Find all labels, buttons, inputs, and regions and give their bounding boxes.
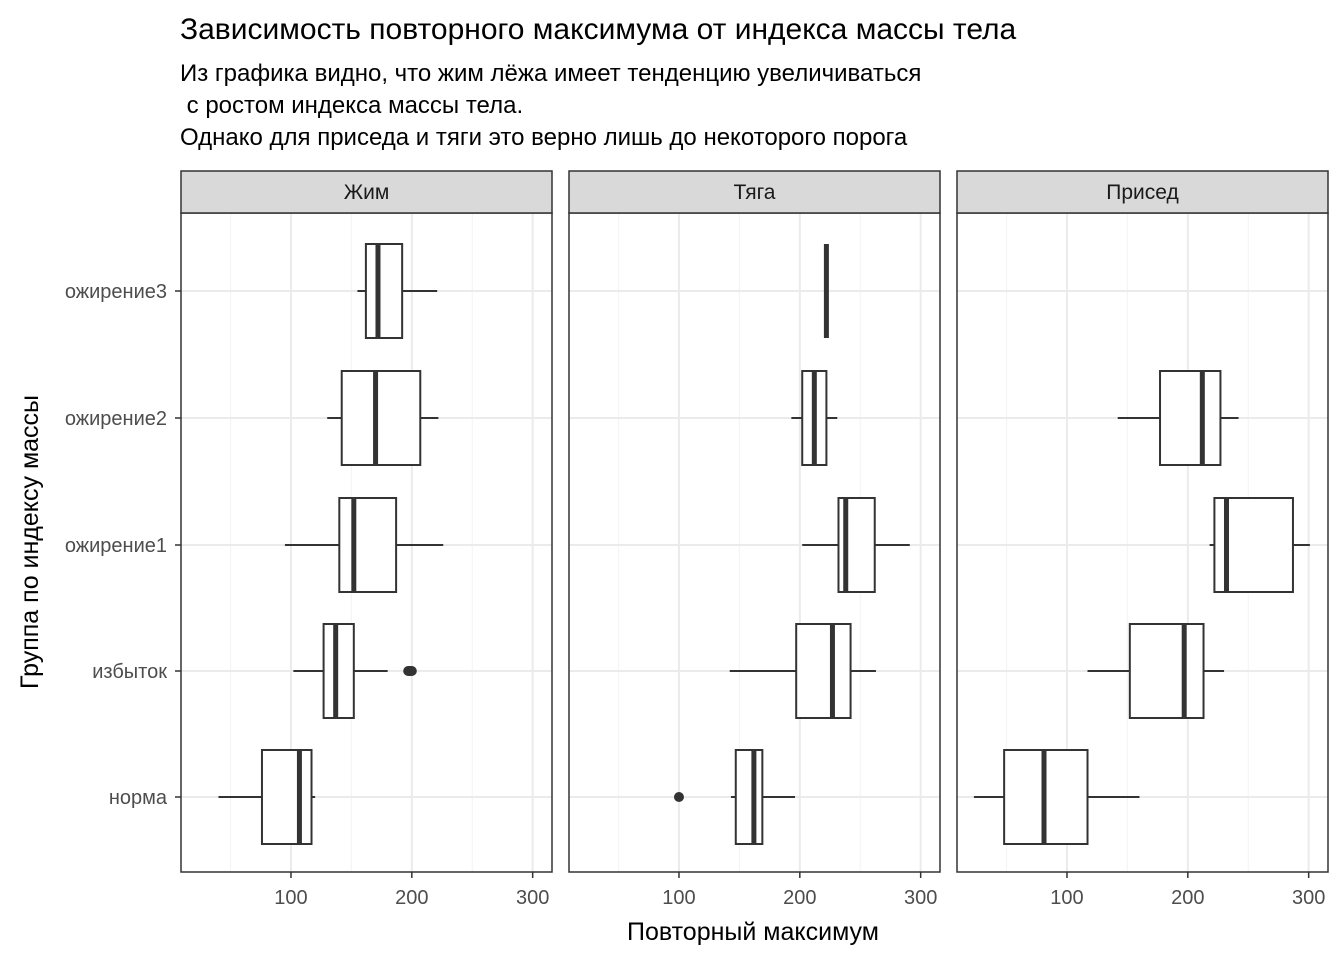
box-ожирение3 [357, 243, 438, 339]
chart-title: Зависимость повторного максимума от инде… [180, 13, 1017, 46]
box-норма [218, 749, 316, 845]
facet-strip [956, 170, 1329, 214]
box-iqr [364, 243, 404, 339]
x-tick-label: 100 [662, 887, 695, 909]
box-ожирение2 [791, 370, 838, 466]
box-iqr [338, 497, 398, 593]
facet-panel-1: Жим 100 200 300 [180, 170, 553, 909]
y-axis: норма избыток ожирение1 ожирение2 ожирение3 [65, 281, 181, 809]
box-ожирение2 [1117, 370, 1239, 466]
x-tick-label: 100 [1050, 887, 1083, 909]
box-iqr [1159, 370, 1222, 466]
box-избыток [729, 623, 876, 719]
box-iqr [1128, 623, 1205, 719]
box-ожирение1 [1209, 497, 1310, 593]
box-норма [673, 749, 795, 845]
box-iqr [322, 623, 355, 719]
x-tick-label: 100 [274, 887, 307, 909]
x-tick-label: 300 [516, 887, 549, 909]
y-tick-label: ожирение1 [65, 535, 167, 557]
chart-subtitle-line-1: Из графика видно, что жим лёжа имеет тен… [180, 60, 922, 87]
box-избыток [293, 623, 417, 719]
box-iqr [795, 623, 852, 719]
facet-panel-3: Присед 100 200 300 [956, 170, 1329, 909]
box-iqr [734, 749, 764, 845]
y-tick-label: избыток [92, 661, 167, 683]
box-ожирение1 [802, 497, 910, 593]
x-tick-label: 200 [783, 887, 816, 909]
facet-strip-label: Жим [344, 181, 390, 204]
x-tick-label: 200 [395, 887, 428, 909]
facet-strip [180, 170, 553, 214]
facet-strip-label: Тяга [734, 181, 776, 204]
facet-panel-2: Тяга 100 200 300 [568, 170, 941, 909]
outlier-point [406, 666, 417, 676]
y-axis-title: Группа по индексу массы [16, 395, 44, 689]
chart-subtitle-line-3: Однако для приседа и тяги это верно лишь… [180, 124, 908, 151]
box-ожирение2 [327, 370, 439, 466]
y-tick-label: норма [109, 787, 168, 809]
x-tick-label: 300 [904, 887, 937, 909]
y-tick-label: ожирение3 [65, 281, 167, 303]
facet-strip-label: Присед [1106, 181, 1178, 204]
y-tick-label: ожирение2 [65, 408, 167, 430]
outlier-point [673, 792, 684, 802]
box-избыток [1087, 623, 1225, 719]
box-норма [973, 749, 1140, 845]
x-tick-label: 300 [1292, 887, 1325, 909]
box-iqr [260, 749, 313, 845]
chart-subtitle-line-2: с ростом индекса массы тела. [180, 92, 524, 119]
x-axis-title: Повторный максимум [627, 918, 879, 946]
x-tick-label: 200 [1171, 887, 1204, 909]
box-iqr [340, 370, 422, 466]
facet-strip [568, 170, 941, 214]
box-ожирение1 [284, 497, 444, 593]
